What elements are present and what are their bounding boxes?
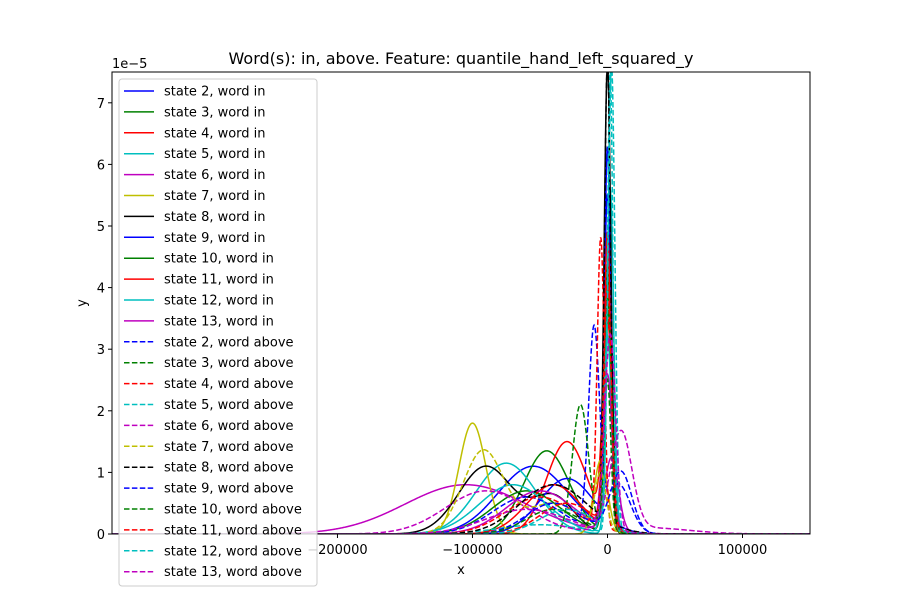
series-line-17 [112, 429, 810, 534]
y-tick-label: 6 [97, 158, 105, 173]
y-offset-label: 1e−5 [112, 57, 147, 72]
legend-label: state 6, word above [164, 419, 294, 434]
legend: state 2, word in state 3, word in state 4,… [118, 78, 318, 587]
x-axis: −200000 −100000 0 100000 [307, 534, 767, 558]
legend-label: state 12, word above [164, 544, 302, 559]
legend-label: state 3, word above [164, 356, 294, 371]
legend-label: state 9, word in [164, 231, 266, 246]
y-tick-label: 5 [97, 220, 105, 235]
series-line-1 [112, 194, 810, 534]
legend-label: state 7, word in [164, 189, 266, 204]
legend-label: state 11, word above [164, 523, 302, 538]
chart-title: Word(s): in, above. Feature: quantile_ha… [229, 49, 694, 69]
x-axis-label: x [457, 563, 465, 578]
series-line-6 [112, 422, 810, 534]
legend-label: state 8, word in [164, 210, 266, 225]
y-tick-label: 7 [97, 97, 105, 112]
y-tick-label: 4 [97, 282, 105, 297]
legend-label: state 5, word in [164, 147, 266, 162]
series-line-18 [112, 449, 810, 534]
plot-frame [111, 71, 811, 535]
series-line-13 [112, 323, 810, 534]
y-axis: 0 1 2 3 4 5 6 7 [97, 97, 112, 543]
y-tick-label: 0 [97, 528, 105, 543]
series-line-4 [112, 188, 810, 534]
y-tick-label: 1 [97, 466, 105, 481]
legend-label: state 8, word above [164, 461, 294, 476]
x-tick-label: 100000 [718, 543, 768, 558]
legend-label: state 7, word above [164, 440, 294, 455]
legend-label: state 4, word in [164, 126, 266, 141]
legend-label: state 4, word above [164, 377, 294, 392]
legend-label: state 2, word above [164, 335, 294, 350]
legend-label: state 12, word in [164, 294, 274, 309]
legend-label: state 5, word above [164, 398, 294, 413]
y-axis-label: y [75, 299, 90, 307]
legend-box [118, 78, 318, 587]
legend-label: state 3, word in [164, 105, 266, 120]
series-line-15 [112, 237, 810, 534]
y-tick-label: 2 [97, 405, 105, 420]
legend-label: state 2, word in [164, 85, 266, 100]
legend-label: state 10, word above [164, 503, 302, 518]
legend-label: state 13, word above [164, 565, 302, 580]
series-line-24 [112, 332, 810, 534]
x-tick-label: −100000 [442, 543, 503, 558]
legend-label: state 9, word above [164, 482, 294, 497]
legend-label: state 11, word in [164, 273, 274, 288]
y-tick-label: 3 [97, 343, 105, 358]
legend-label: state 6, word in [164, 168, 266, 183]
x-tick-label: −200000 [307, 543, 368, 558]
legend-label: state 13, word in [164, 314, 274, 329]
series-line-11 [112, 333, 810, 534]
legend-label: state 10, word in [164, 252, 274, 267]
x-tick-label: 0 [603, 543, 611, 558]
